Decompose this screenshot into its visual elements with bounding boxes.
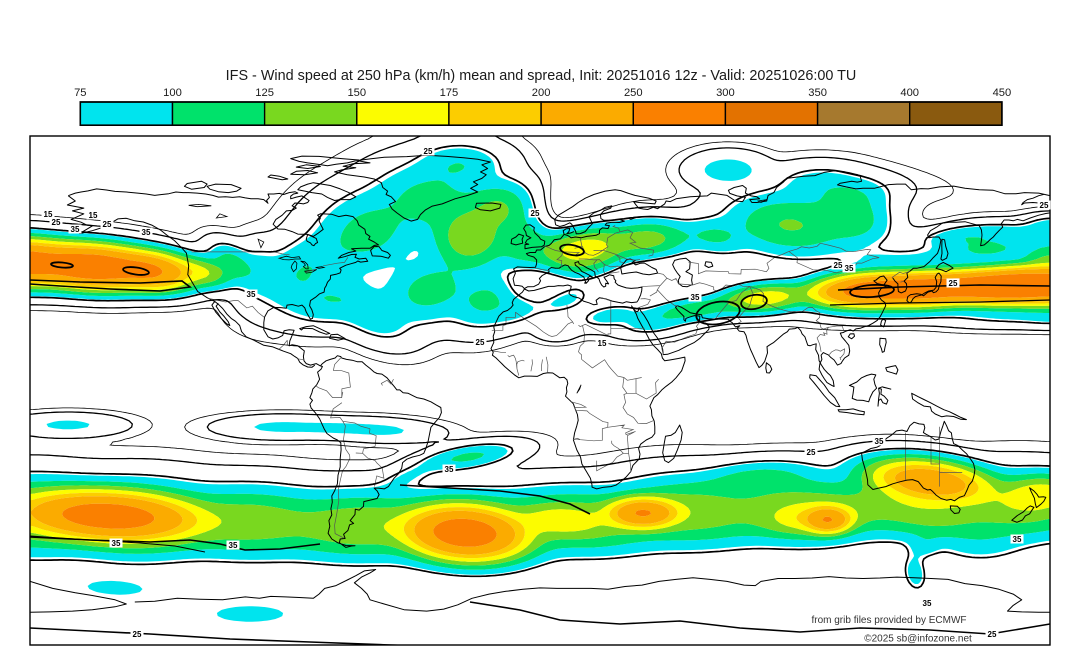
svg-text:35: 35 [1013,535,1022,544]
svg-text:35: 35 [691,293,700,302]
svg-text:25: 25 [1040,201,1049,210]
svg-text:300: 300 [716,87,735,99]
svg-text:from grib files provided by EC: from grib files provided by ECMWF [811,615,966,626]
svg-text:200: 200 [532,87,551,99]
svg-text:150: 150 [347,87,366,99]
svg-text:25: 25 [52,218,61,227]
svg-text:25: 25 [531,209,540,218]
svg-text:15: 15 [44,210,53,219]
svg-text:IFS - Wind speed at 250 hPa (k: IFS - Wind speed at 250 hPa (km/h) mean … [226,68,857,84]
svg-text:25: 25 [988,630,997,639]
svg-text:75: 75 [74,87,86,99]
svg-text:35: 35 [923,599,932,608]
svg-text:100: 100 [163,87,182,99]
svg-text:400: 400 [900,87,919,99]
svg-text:250: 250 [624,87,643,99]
svg-text:25: 25 [807,448,816,457]
svg-text:175: 175 [440,87,459,99]
svg-text:35: 35 [247,290,256,299]
svg-text:15: 15 [598,339,607,348]
svg-text:25: 25 [424,147,433,156]
svg-text:35: 35 [142,228,151,237]
svg-text:25: 25 [103,220,112,229]
svg-text:35: 35 [445,465,454,474]
svg-text:©2025 sb@infozone.net: ©2025 sb@infozone.net [864,634,972,645]
svg-text:450: 450 [993,87,1012,99]
svg-text:350: 350 [808,87,827,99]
svg-text:25: 25 [834,261,843,270]
svg-text:15: 15 [89,211,98,220]
svg-text:35: 35 [229,541,238,550]
svg-text:35: 35 [845,264,854,273]
svg-text:125: 125 [255,87,274,99]
svg-text:25: 25 [133,630,142,639]
svg-text:35: 35 [875,437,884,446]
svg-text:25: 25 [949,279,958,288]
svg-text:25: 25 [476,338,485,347]
svg-text:35: 35 [112,539,121,548]
svg-text:35: 35 [71,225,80,234]
